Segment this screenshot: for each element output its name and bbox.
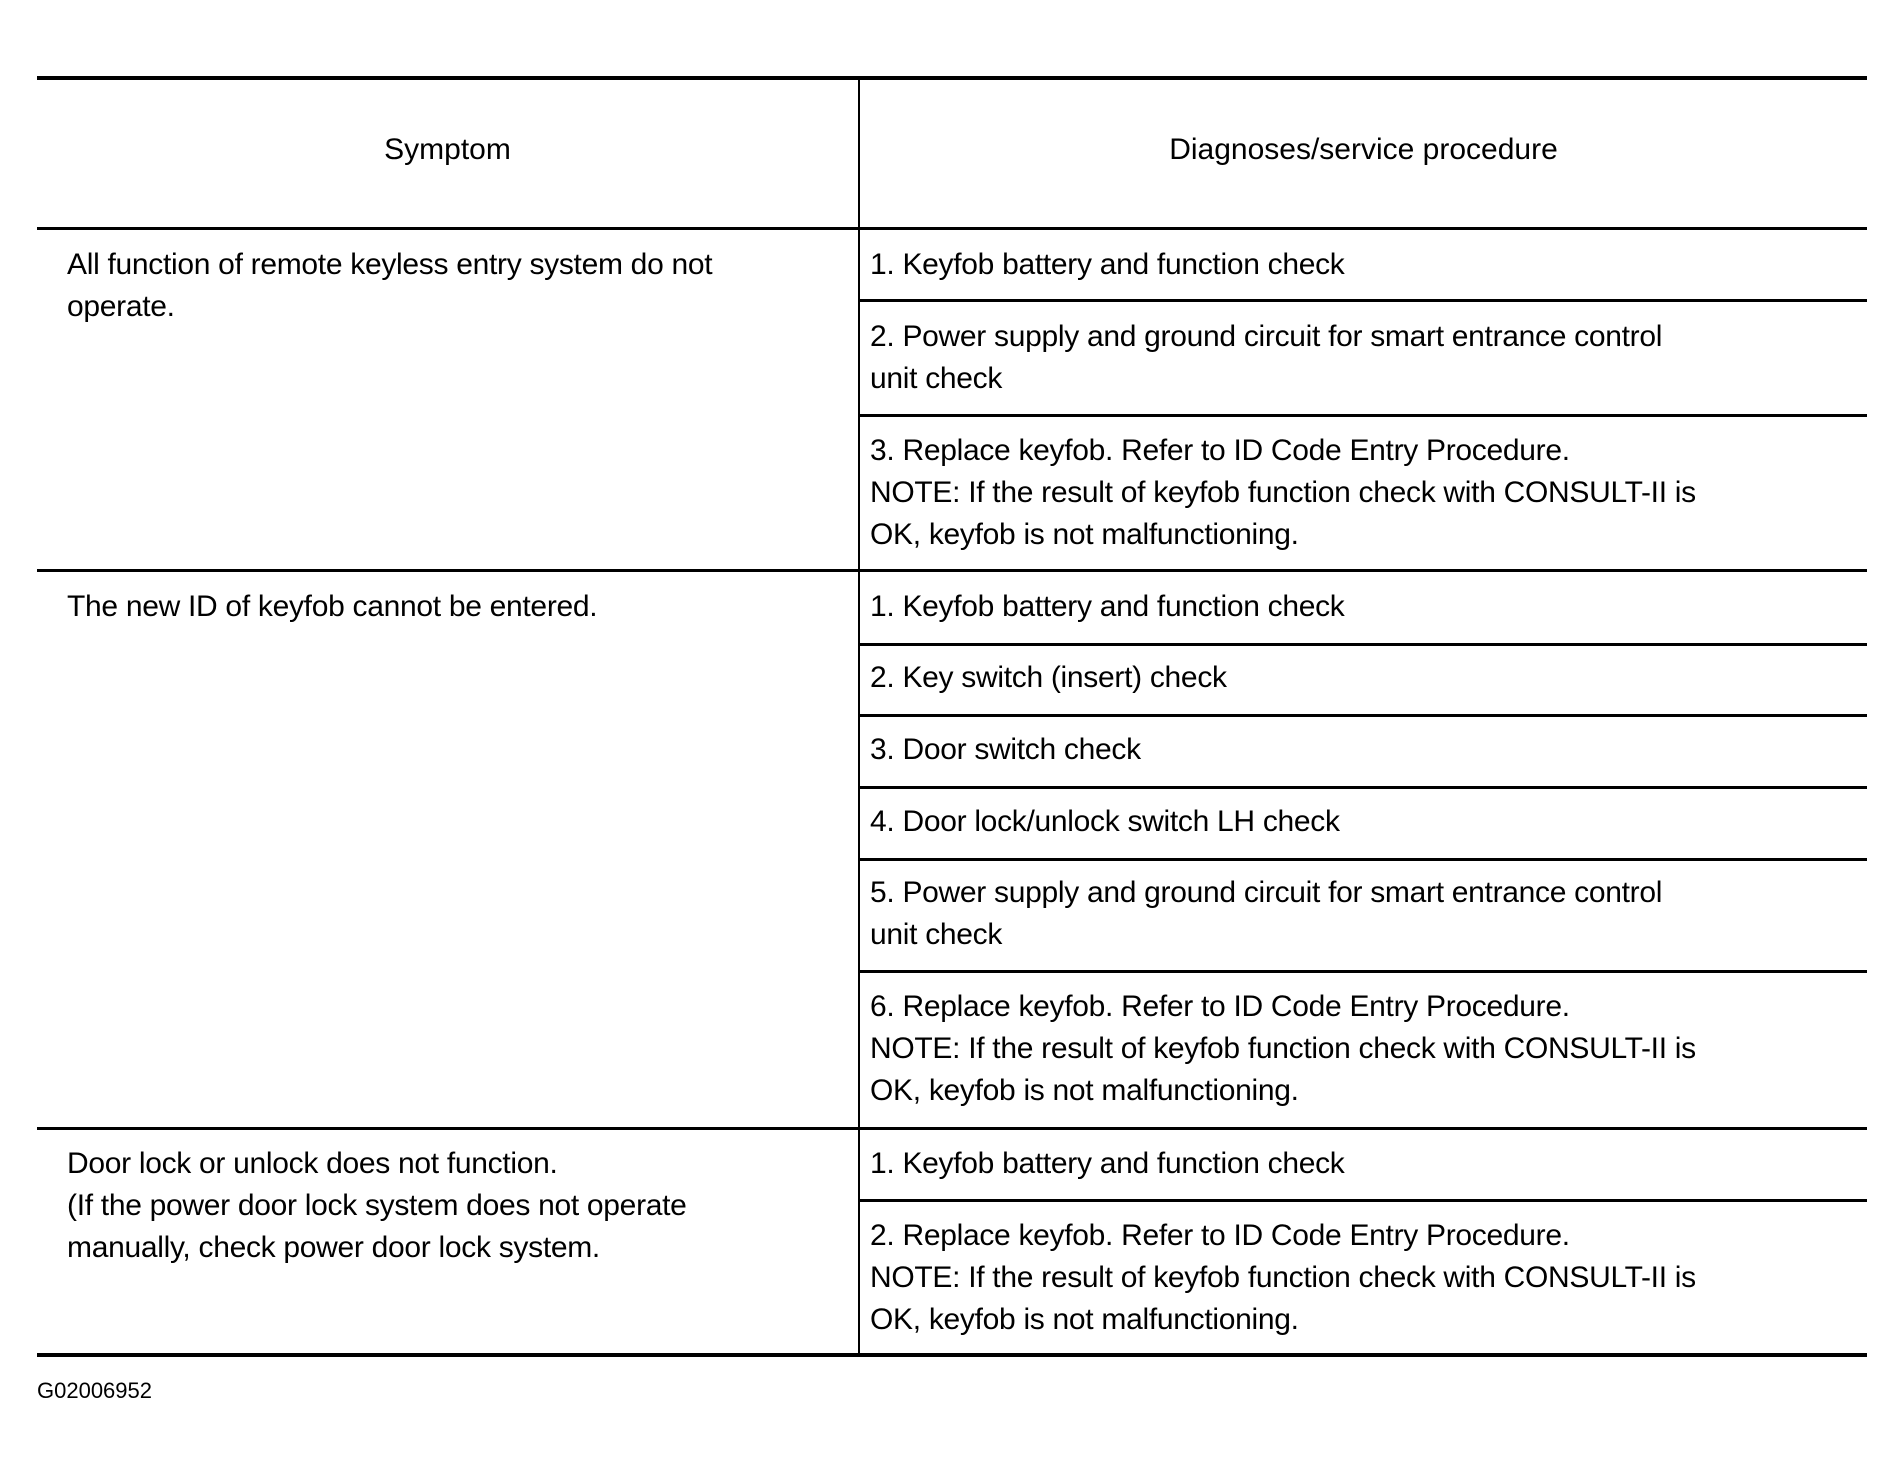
procedure-divider (859, 858, 1867, 861)
procedure-divider (859, 1199, 1867, 1202)
header-bottom-rule (37, 227, 1867, 230)
procedure-cell: 1. Keyfob battery and function check (870, 1147, 1345, 1180)
procedure-cell: 2. Key switch (insert) check (870, 661, 1227, 694)
procedure-cell: 2. Replace keyfob. Refer to ID Code Entr… (870, 1219, 1696, 1336)
header-symptom: Symptom (384, 133, 511, 166)
procedure-cell: 3. Replace keyfob. Refer to ID Code Entr… (870, 434, 1696, 551)
procedure-divider (859, 643, 1867, 646)
procedure-cell: 3. Door switch check (870, 733, 1141, 766)
procedure-divider (859, 970, 1867, 973)
procedure-cell: 1. Keyfob battery and function check (870, 590, 1345, 623)
procedure-divider (859, 299, 1867, 302)
row-divider (37, 569, 1867, 572)
procedure-divider (859, 714, 1867, 717)
header-procedure: Diagnoses/service procedure (1169, 133, 1558, 166)
procedure-divider (859, 414, 1867, 417)
table-top-rule (37, 76, 1867, 80)
procedure-cell: 2. Power supply and ground circuit for s… (870, 320, 1663, 395)
procedure-cell: 4. Door lock/unlock switch LH check (870, 805, 1340, 838)
row-divider (37, 1127, 1867, 1130)
column-divider (858, 78, 860, 1355)
procedure-cell: 5. Power supply and ground circuit for s… (870, 876, 1663, 951)
procedure-cell: 6. Replace keyfob. Refer to ID Code Entr… (870, 990, 1696, 1107)
procedure-divider (859, 786, 1867, 789)
figure-id: G02006952 (37, 1378, 152, 1403)
symptom-cell: Door lock or unlock does not function. (… (67, 1147, 687, 1264)
symptom-cell: The new ID of keyfob cannot be entered. (67, 590, 598, 623)
symptom-cell: All function of remote keyless entry sys… (67, 248, 713, 323)
procedure-cell: 1. Keyfob battery and function check (870, 248, 1345, 281)
table-bottom-rule (37, 1353, 1867, 1357)
